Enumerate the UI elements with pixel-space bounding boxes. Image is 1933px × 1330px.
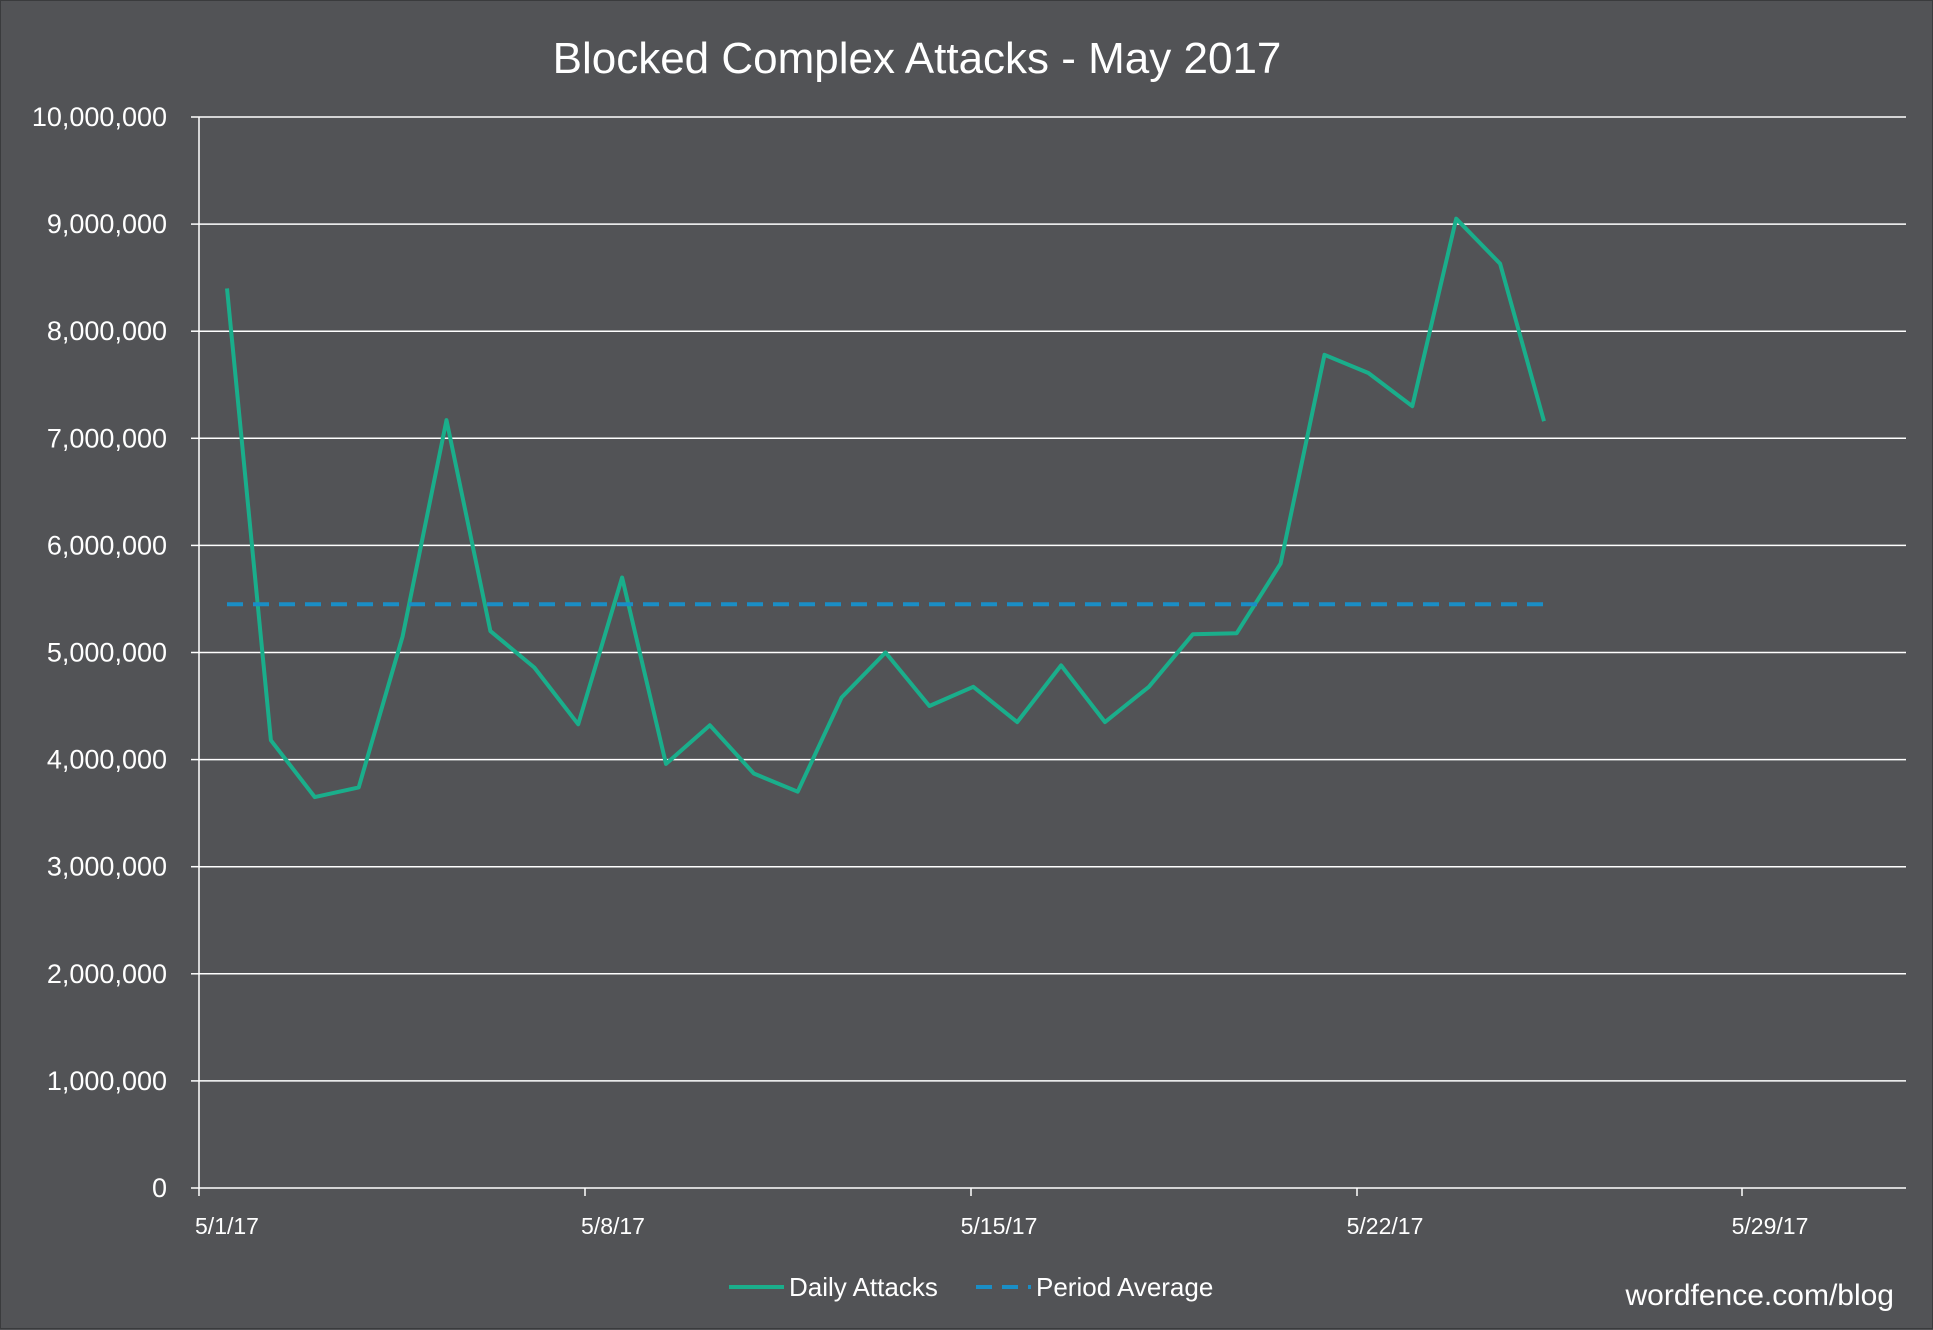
axes <box>191 116 1906 1196</box>
y-axis-tick-labels: 0 1,000,000 2,000,000 3,000,000 4,000,000 5,0… <box>32 102 167 1203</box>
y-tick-label: 3,000,000 <box>47 852 167 882</box>
chart-title: Blocked Complex Attacks - May 2017 <box>553 34 1282 83</box>
source-label: wordfence.com/blog <box>1625 1279 1894 1312</box>
legend: Daily Attacks Period Average <box>729 1272 1213 1302</box>
y-tick-label: 6,000,000 <box>47 530 167 560</box>
x-tick-label: 5/22/17 <box>1347 1213 1424 1239</box>
x-tick-label: 5/8/17 <box>581 1213 645 1239</box>
legend-label-period-average: Period Average <box>1036 1272 1213 1302</box>
series-line-daily-attacks <box>225 216 1546 800</box>
series-lines <box>225 216 1546 800</box>
y-tick-label: 9,000,000 <box>47 209 167 239</box>
x-tick-label: 5/29/17 <box>1732 1213 1809 1239</box>
y-tick-label: 0 <box>152 1173 167 1203</box>
y-tick-label: 4,000,000 <box>47 745 167 775</box>
gridlines <box>199 116 1906 1082</box>
x-axis-tick-labels: 5/1/17 5/8/17 5/15/17 5/22/17 5/29/17 <box>195 1213 1808 1239</box>
y-tick-label: 2,000,000 <box>47 959 167 989</box>
y-tick-label: 7,000,000 <box>47 423 167 453</box>
y-tick-label: 8,000,000 <box>47 316 167 346</box>
y-tick-label: 1,000,000 <box>47 1066 167 1096</box>
legend-label-daily-attacks: Daily Attacks <box>789 1272 938 1302</box>
x-tick-label: 5/15/17 <box>961 1213 1038 1239</box>
y-tick-label: 10,000,000 <box>32 102 167 132</box>
y-tick-label: 5,000,000 <box>47 638 167 668</box>
x-tick-label: 5/1/17 <box>195 1213 259 1239</box>
